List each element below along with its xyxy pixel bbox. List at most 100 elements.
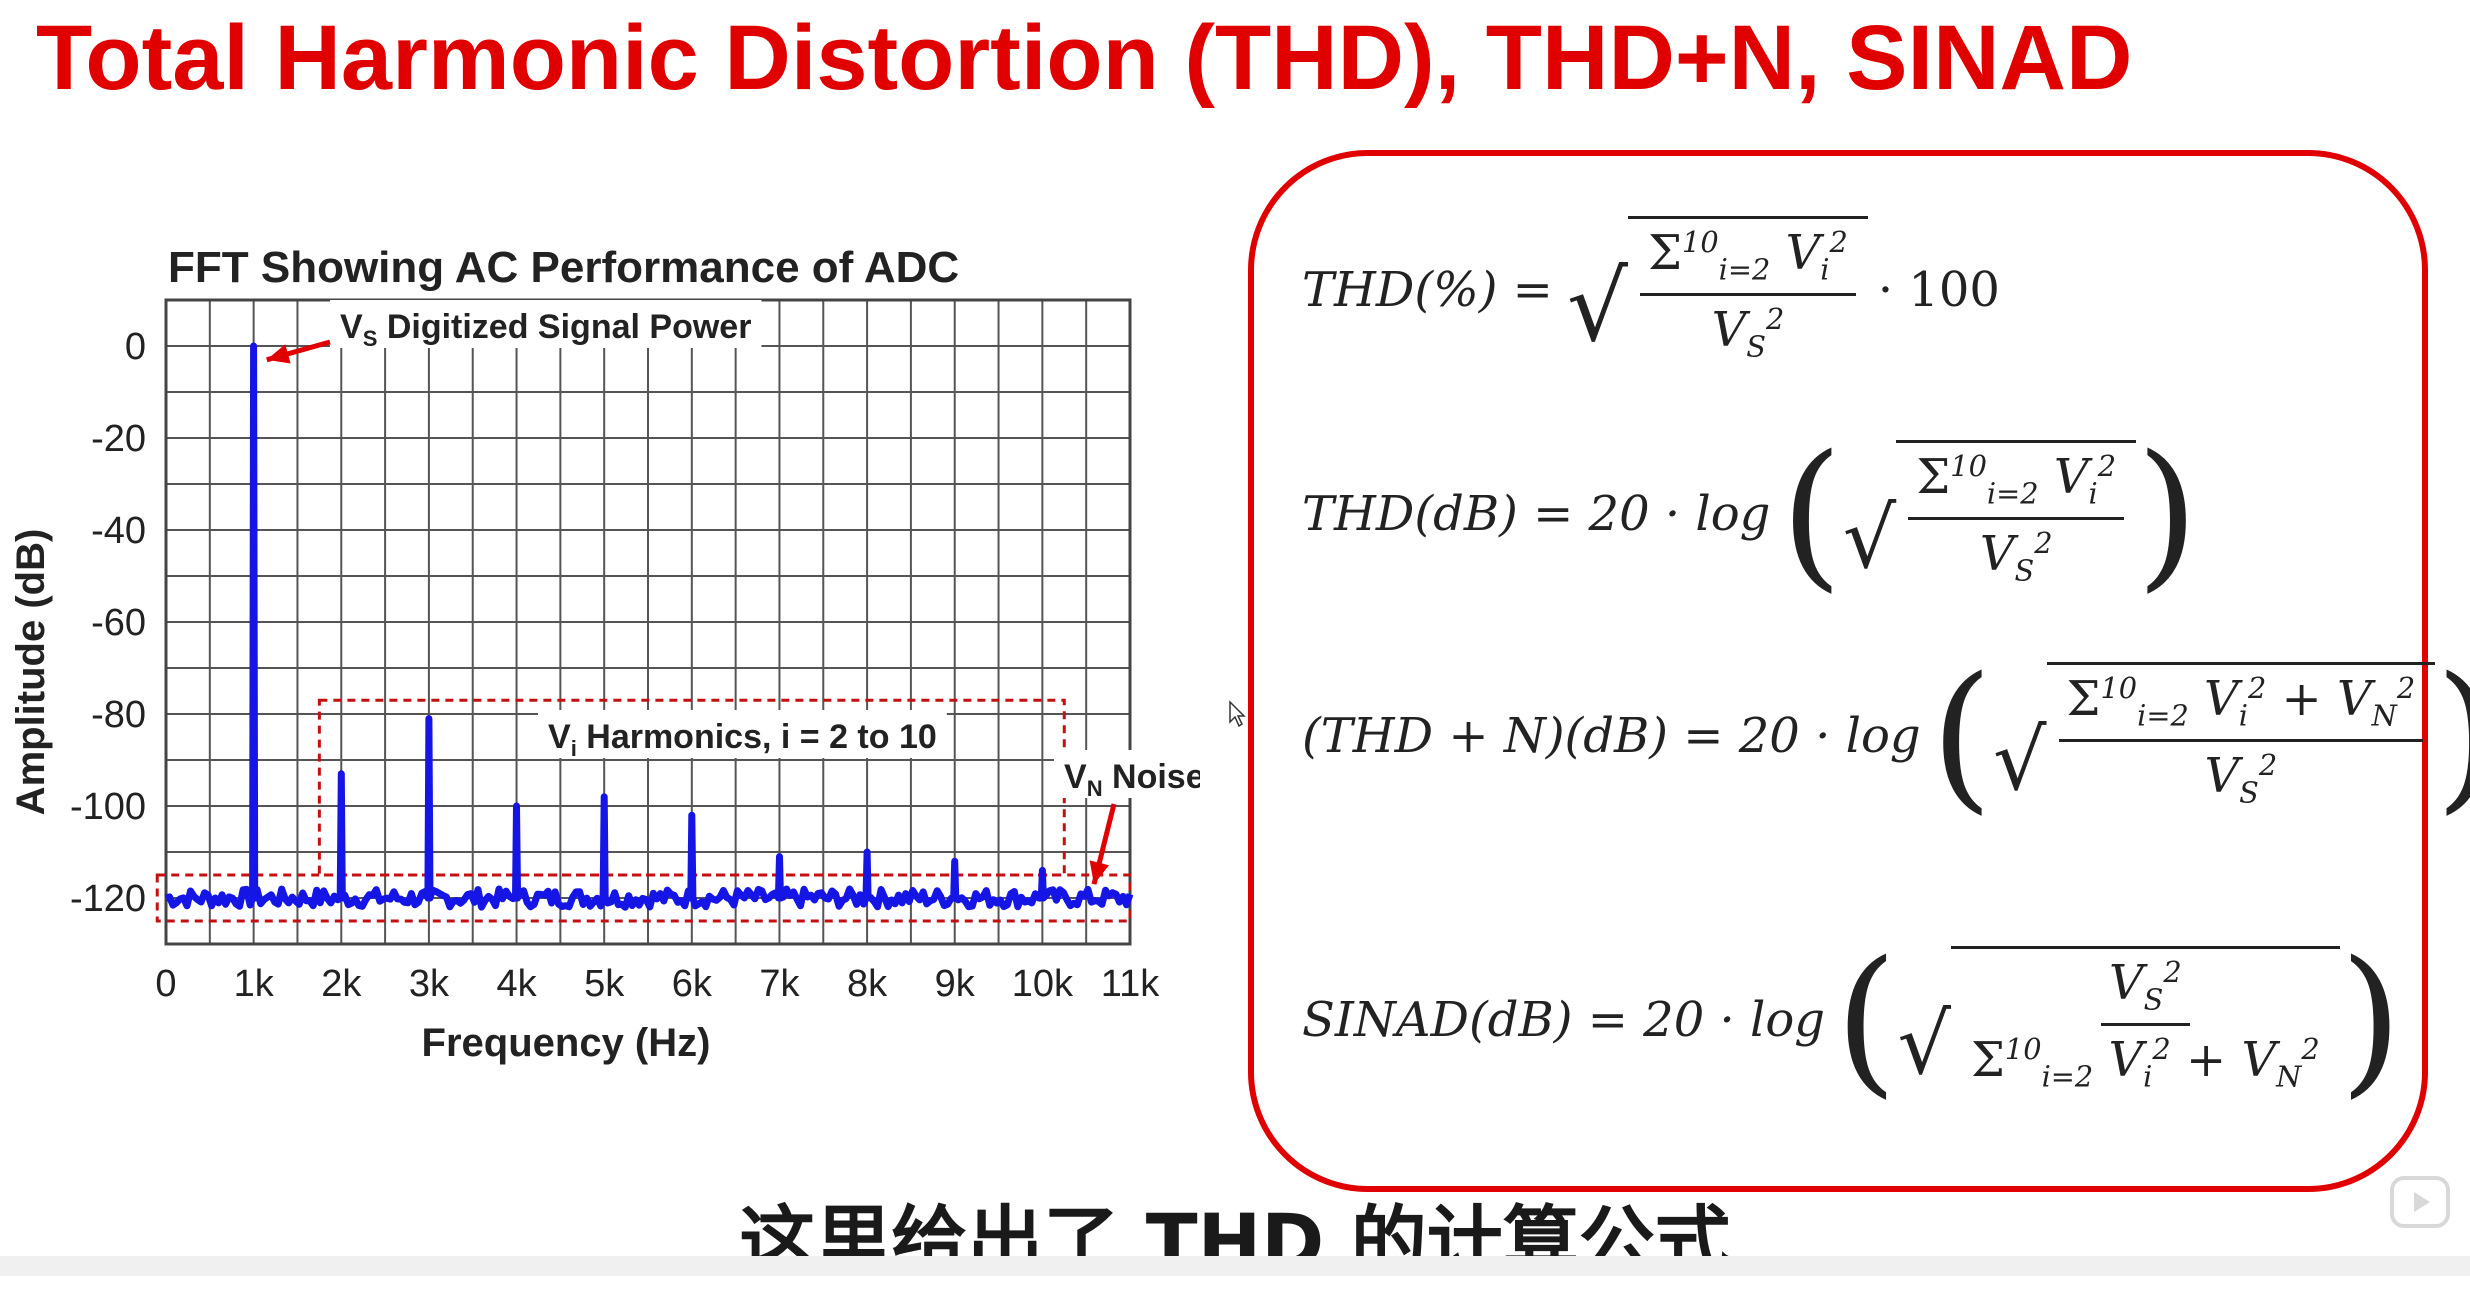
right-paren: ) — [2339, 926, 2403, 1113]
sum-upper: 10 — [1682, 225, 1719, 259]
radicand: Σ10i=2 Vi2 + VN2 VS2 — [2046, 661, 2436, 810]
right-paren: ) — [2136, 420, 2199, 607]
square: 2 — [1829, 225, 1848, 259]
square: 2 — [2097, 448, 2117, 483]
radical-sign: √ — [1992, 711, 2047, 810]
square: 2 — [2247, 670, 2267, 705]
vs-sub: S — [2239, 775, 2259, 810]
bottom-bar — [0, 1256, 2470, 1276]
thd-percent-equation: THD(%) = √ Σ10i=2 Vi2 VS2 · 100 — [1302, 216, 2000, 363]
denominator: VS2 — [1972, 520, 2061, 588]
x-tick-label: 9k — [935, 963, 976, 1005]
right-paren: ) — [2435, 642, 2470, 829]
x-tick-label: 4k — [496, 963, 537, 1005]
fraction: VS2 Σ10i=2 Vi2 + VN2 — [1963, 955, 2328, 1093]
fraction: Σ10i=2 Vi2 + VN2 VS2 — [2058, 670, 2424, 810]
x-tick-label: 2k — [321, 963, 362, 1005]
vs-sub: S — [1746, 329, 1766, 364]
harmonic-peak-point — [513, 803, 520, 809]
y-tick-label: -80 — [91, 694, 146, 736]
x-tick-label: 10k — [1012, 963, 1074, 1005]
x-tick-label: 6k — [672, 963, 713, 1005]
fft-chart-svg: FFT Showing AC Performance of ADC 0 1k 2k 3… — [9, 243, 1200, 1065]
radical-sign: √ — [1897, 995, 1951, 1094]
sum-lower: i=2 — [1986, 476, 2039, 511]
x-tick-label: 8k — [847, 963, 888, 1005]
x-tick-label: 5k — [584, 963, 625, 1005]
x-axis-label: Frequency (Hz) — [422, 1021, 711, 1065]
play-icon[interactable] — [2388, 1170, 2452, 1234]
sqrt: √ Σ10i=2 Vi2 VS2 — [1567, 216, 1868, 363]
vs-sub: S — [2143, 982, 2164, 1017]
fraction: Σ10i=2 Vi2 VS2 — [1640, 225, 1856, 363]
numerator: VS2 — [2100, 954, 2190, 1026]
chart-ticks: 0 1k 2k 3k 4k 5k 6k 7k 8k 9k 10k 11k 0 -20 -40 -60 -80 -1… — [70, 326, 1160, 1005]
denominator: Σ10i=2 Vi2 + VN2 — [1963, 1026, 2328, 1094]
x-tick-label: 7k — [759, 963, 800, 1005]
sum-lower: i=2 — [2041, 1059, 2094, 1094]
harmonic-peak-point — [688, 812, 695, 819]
y-tick-label: 0 — [125, 326, 146, 368]
harmonic-peak-point — [951, 858, 958, 865]
signal-power-label-bg — [330, 300, 762, 348]
vs: V — [1711, 301, 1747, 358]
vi-sub: i — [2088, 476, 2098, 511]
sqrt: √ VS2 Σ10i=2 Vi2 + VN2 — [1897, 945, 2340, 1094]
numerator: Σ10i=2 Vi2 + VN2 — [2058, 670, 2424, 742]
vi: V — [2204, 670, 2239, 727]
plus: + — [2170, 1031, 2242, 1088]
square: 2 — [2163, 954, 2182, 989]
x-tick-label: 0 — [155, 963, 176, 1005]
vs: V — [2108, 954, 2144, 1011]
thd-percent-lhs: THD(%) = — [1302, 261, 1553, 318]
harmonic-peak-point — [776, 853, 783, 860]
sinad-db-lhs: SINAD(dB) = 20 · log — [1302, 991, 1826, 1048]
numerator: Σ10i=2 Vi2 — [1640, 225, 1856, 296]
y-tick-label: -100 — [70, 786, 146, 828]
vi-sub: i — [2238, 698, 2248, 733]
noise-label-bg — [1054, 750, 1200, 798]
chart-trace — [164, 342, 1134, 911]
sum-symbol: Σ — [1648, 225, 1683, 281]
radical-sign: √ — [1566, 251, 1629, 364]
y-tick-label: -20 — [91, 418, 146, 460]
noise-arrow-head — [1089, 860, 1110, 885]
numerator: Σ10i=2 Vi2 — [1908, 448, 2125, 520]
sinad-db-equation: SINAD(dB) = 20 · log ( √ VS2 Σ10i=2 Vi2 … — [1302, 926, 2402, 1113]
thdn-db-lhs: (THD + N)(dB) = 20 · log — [1302, 707, 1921, 764]
thd-db-lhs: THD(dB) = 20 · log — [1302, 485, 1771, 542]
sqrt: √ Σ10i=2 Vi2 + VN2 VS2 — [1992, 661, 2436, 810]
vn-sub: N — [2276, 1059, 2302, 1094]
sum-symbol: Σ — [1970, 1031, 2005, 1088]
vs-sub: S — [2014, 553, 2035, 588]
y-tick-label: -120 — [70, 878, 146, 920]
vi-sub: i — [1820, 252, 1830, 287]
harmonic-peak-point — [1039, 867, 1046, 874]
left-paren: ( — [1780, 420, 1843, 607]
vs: V — [2204, 747, 2240, 804]
chart-grid — [164, 298, 1132, 946]
radicand: Σ10i=2 Vi2 VS2 — [1628, 216, 1868, 363]
sum-upper: 10 — [2004, 1031, 2042, 1066]
sum-symbol: Σ — [1916, 448, 1951, 505]
y-tick-label: -60 — [91, 602, 146, 644]
noise-label: VN Noise — [1064, 758, 1200, 801]
x-tick-label: 1k — [234, 963, 275, 1005]
vs: V — [1979, 525, 2015, 582]
fraction: Σ10i=2 Vi2 VS2 — [1908, 448, 2125, 588]
vn-sub: N — [2371, 698, 2397, 733]
harmonic-peak-point — [425, 715, 432, 722]
denominator: VS2 — [1704, 296, 1793, 364]
sum-lower: i=2 — [1718, 252, 1771, 287]
thdn-db-equation: (THD + N)(dB) = 20 · log ( √ Σ10i=2 Vi2 … — [1302, 642, 2470, 829]
radical-sign: √ — [1842, 489, 1897, 588]
vn: V — [2241, 1031, 2277, 1088]
denominator: VS2 — [2196, 742, 2285, 810]
cursor-icon — [1229, 700, 1246, 728]
sum-symbol: Σ — [2066, 670, 2101, 727]
chart-title: FFT Showing AC Performance of ADC — [168, 243, 959, 292]
square: 2 — [2034, 525, 2053, 560]
harmonics-label: Vi Harmonics, i = 2 to 10 — [548, 718, 937, 761]
x-tick-label: 3k — [409, 963, 450, 1005]
slide-title: Total Harmonic Distortion (THD), THD+N, … — [36, 7, 2133, 109]
